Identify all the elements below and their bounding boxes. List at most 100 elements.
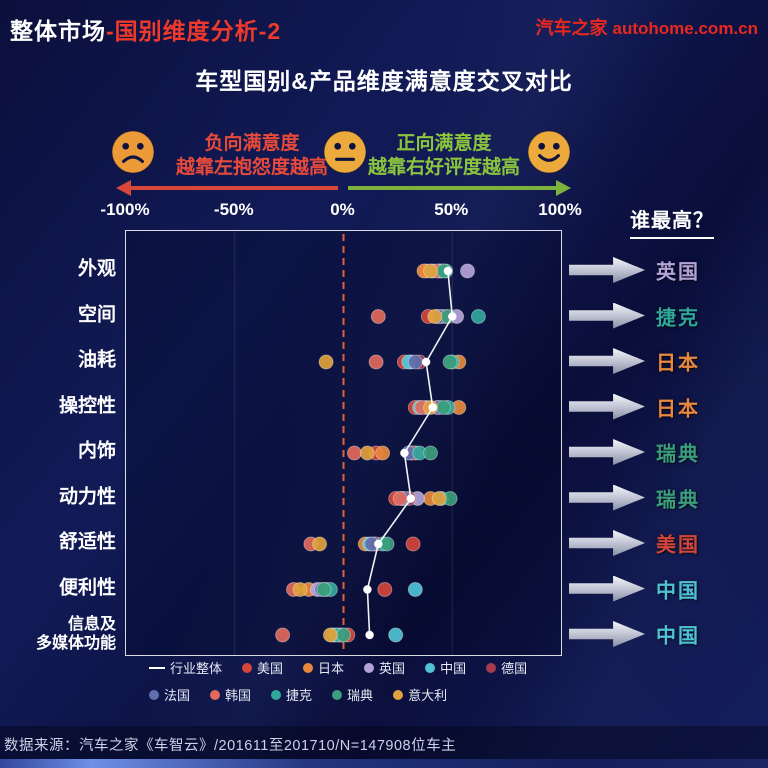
legend-label: 意大利 [408, 688, 448, 703]
data-point-italy [423, 263, 438, 279]
negative-satisfaction-label: 负向满意度 越靠左抱怨度越高 [166, 132, 338, 181]
data-point-italy [322, 627, 338, 643]
legend-label: 美国 [257, 661, 284, 676]
category-label-1: 空间 [77, 304, 116, 326]
category-label-6: 舒适性 [58, 531, 116, 553]
data-point-sweden [442, 354, 458, 370]
logo-cn-text: 汽车之家 [535, 18, 608, 38]
axis-tick-2: 0% [330, 200, 355, 219]
country-dot-icon [364, 662, 375, 673]
data-point-china [407, 582, 423, 597]
country-dot-icon [332, 689, 343, 700]
chart-subtitle: 车型国别&产品维度满意度交叉对比 [195, 68, 573, 94]
data-point-sweden [423, 445, 438, 461]
plot-area [125, 230, 562, 656]
data-point-industry [421, 357, 431, 367]
left-arrowhead-icon [116, 180, 131, 196]
winner-label-usa: 美国 [656, 534, 700, 557]
legend-item-italy: 意大利 [393, 685, 447, 704]
country-dot-icon [271, 689, 282, 700]
data-point-industry [365, 630, 374, 640]
right-arrowhead-icon [556, 180, 571, 196]
negative-line1: 负向满意度 [204, 133, 300, 154]
data-point-industry [406, 494, 416, 503]
right-arrow-icon [569, 621, 645, 647]
legend-item-sweden: 瑞典 [332, 685, 373, 704]
right-arrow-icon [569, 348, 645, 374]
winner-label-sweden: 瑞典 [656, 489, 700, 511]
data-point-industry [400, 448, 409, 458]
negative-direction-arrow [130, 186, 338, 190]
country-dot-icon [425, 662, 436, 673]
data-point-industry [443, 266, 453, 276]
legend-item-industry: 行业整体 [149, 658, 222, 677]
right-arrow-icon [569, 575, 645, 602]
page-title: 整体市场-国别维度分析-2 [10, 12, 281, 46]
data-point-japan [375, 445, 391, 461]
country-dot-icon [486, 662, 497, 673]
data-point-china [388, 627, 404, 643]
data-point-italy [318, 354, 334, 370]
legend-label: 德国 [501, 661, 528, 676]
winner-label-uk: 英国 [656, 261, 700, 284]
autohome-logo: 汽车之家 autohome.com.cn [536, 14, 758, 40]
axis-tick-3: 50% [434, 200, 469, 219]
legend-item-germany: 德国 [486, 658, 527, 677]
title-main: 整体市场 [10, 18, 106, 44]
legend-label: 韩国 [225, 688, 252, 703]
positive-direction-arrow [348, 186, 556, 190]
country-dot-icon [242, 662, 253, 673]
industry-line-icon [149, 666, 165, 669]
right-arrow-icon [569, 484, 645, 511]
data-point-france [407, 354, 423, 370]
positive-line1: 正向满意度 [396, 133, 492, 154]
legend-item-france: 法国 [149, 685, 190, 704]
winner-label-japan: 日本 [656, 398, 700, 420]
right-arrow-icon [569, 393, 645, 420]
legend-label: 法国 [164, 688, 191, 703]
category-label-0: 外观 [77, 258, 116, 280]
legend-item-china: 中国 [425, 658, 466, 677]
title-suffix: -国别维度分析-2 [106, 18, 282, 44]
data-point-industry [428, 403, 437, 412]
country-dot-icon [303, 662, 314, 673]
data-point-korea [370, 309, 386, 324]
data-point-italy [427, 309, 443, 324]
data-point-uk [460, 263, 475, 279]
legend-label: 英国 [379, 661, 406, 676]
legend-item-uk: 英国 [364, 658, 405, 677]
who-highest-label: 谁最高？ [630, 204, 714, 239]
data-source-text: 数据来源：汽车之家《车智云》/201611至201710/N=147908位车主 [4, 738, 457, 754]
negative-line2: 越靠左抱怨度越高 [175, 157, 328, 179]
right-arrow-icon [569, 530, 645, 556]
data-point-industry [363, 585, 372, 594]
winner-label-czech: 捷克 [656, 307, 700, 329]
data-point-industry [374, 539, 383, 549]
legend-label: 行业整体 [170, 661, 223, 676]
right-arrow-icon [569, 257, 645, 283]
axis-tick-4: 100% [538, 200, 582, 219]
data-point-italy [292, 582, 308, 597]
winner-label-sweden: 瑞典 [656, 443, 700, 466]
legend-label: 中国 [440, 661, 467, 676]
data-point-italy [431, 491, 447, 506]
bottom-decorative-strip [0, 759, 768, 768]
data-point-italy [359, 445, 375, 461]
logo-en-text: autohome.com.cn [612, 19, 758, 38]
x-axis-labels: -100% -50% 0% 50% 100% [100, 200, 581, 222]
positive-line2: 越靠右好评度越高 [367, 157, 520, 179]
category-label-2: 油耗 [77, 349, 116, 371]
scatter-plot [234, 231, 486, 655]
happy-face-icon [527, 130, 571, 174]
category-label-3: 操控性 [58, 395, 116, 417]
legend-item-usa: 美国 [242, 658, 283, 677]
data-point-italy [312, 536, 328, 552]
legend-label: 捷克 [286, 688, 313, 703]
country-dot-icon [210, 689, 221, 700]
sad-face-icon [111, 130, 155, 174]
source-band [0, 726, 768, 760]
right-arrow-icon [569, 439, 645, 465]
right-arrow-icon [569, 302, 645, 329]
data-point-czech [470, 309, 486, 324]
